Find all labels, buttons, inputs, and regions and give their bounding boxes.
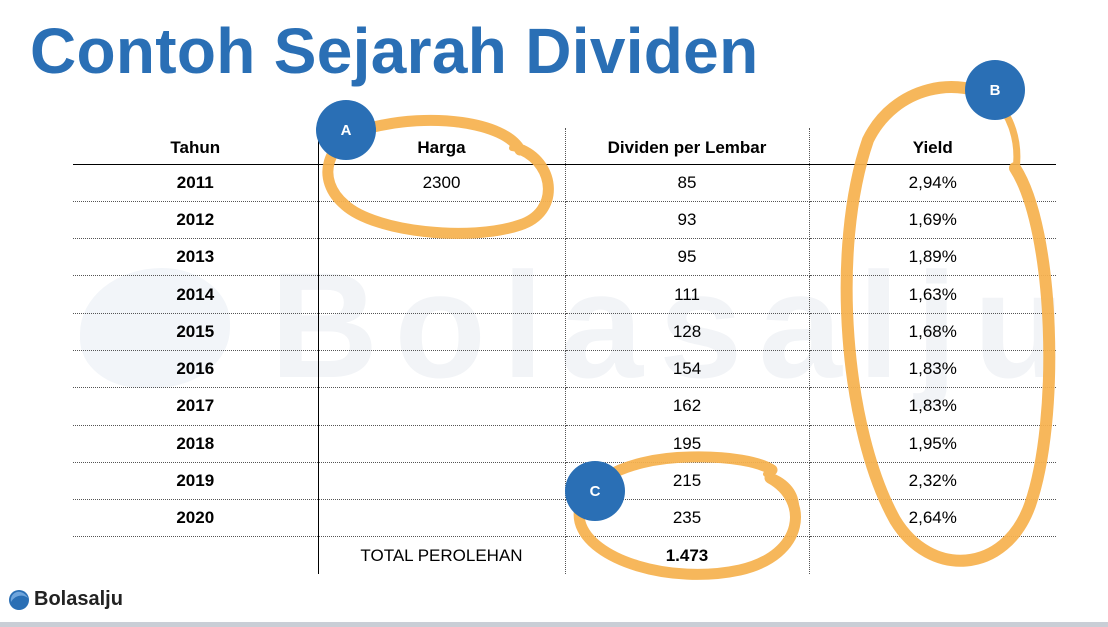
badge-b: B: [965, 60, 1025, 120]
year-cell: 2019: [73, 462, 319, 501]
yield-cell: 1,63%: [809, 275, 1056, 314]
year-cell: 2012: [73, 201, 319, 240]
price-cell: [318, 313, 566, 351]
header-dividend: Dividen per Lembar: [565, 128, 810, 165]
table-row: 2013 95 1,89%: [73, 238, 1056, 277]
total-label: TOTAL PEROLEHAN: [318, 536, 566, 574]
badge-c: C: [565, 461, 625, 521]
dividend-cell: 85: [565, 164, 810, 202]
table-row: 2018 195 1,95%: [73, 425, 1056, 463]
dividend-cell: 162: [565, 387, 810, 426]
badge-a: A: [316, 100, 376, 160]
dividend-cell: 93: [565, 201, 810, 240]
total-empty-cell: [809, 537, 1056, 574]
header-year: Tahun: [73, 128, 319, 165]
price-cell: [318, 275, 566, 314]
table-row: 2020 235 2,64%: [73, 499, 1056, 538]
year-cell: 2014: [73, 275, 319, 314]
table-row: 2017 162 1,83%: [73, 387, 1056, 426]
yield-cell: 2,94%: [809, 164, 1056, 202]
price-cell: [318, 425, 566, 463]
table-header-row: Tahun Harga Dividen per Lembar Yield: [73, 128, 1056, 165]
year-cell: 2017: [73, 387, 319, 426]
snowball-logo-icon: [9, 589, 29, 610]
price-cell: [318, 387, 566, 426]
logo-text: Bolasalju: [34, 588, 123, 610]
yield-cell: 1,95%: [809, 425, 1056, 463]
yield-cell: 1,83%: [809, 350, 1056, 389]
dividend-cell: 195: [565, 425, 810, 463]
footer-logo: Bolasalju: [8, 588, 123, 611]
footer-divider: [0, 622, 1108, 627]
year-cell: 2018: [73, 425, 319, 463]
year-cell: 2013: [73, 238, 319, 277]
table-row: 2014 111 1,63%: [73, 275, 1056, 314]
year-cell: 2011: [73, 164, 319, 202]
price-cell: 2300: [318, 164, 566, 202]
price-cell: [318, 201, 566, 240]
price-cell: [318, 350, 566, 389]
total-value: 1.473: [565, 536, 810, 574]
dividend-table: Tahun Harga Dividen per Lembar Yield 201…: [73, 128, 1056, 574]
total-empty-cell: [73, 536, 319, 574]
dividend-cell: 111: [565, 275, 810, 314]
page-title: Contoh Sejarah Dividen: [30, 15, 759, 87]
yield-cell: 2,64%: [809, 499, 1056, 538]
price-cell: [318, 238, 566, 277]
yield-cell: 1,69%: [809, 201, 1056, 240]
table-row: 2011 2300 85 2,94%: [73, 164, 1056, 202]
price-cell: [318, 462, 566, 501]
table-row: 2015 128 1,68%: [73, 313, 1056, 351]
table-row: 2012 93 1,69%: [73, 201, 1056, 240]
price-cell: [318, 499, 566, 538]
yield-cell: 1,89%: [809, 238, 1056, 277]
header-yield: Yield: [809, 128, 1056, 165]
dividend-cell: 95: [565, 238, 810, 277]
yield-cell: 2,32%: [809, 462, 1056, 501]
dividend-cell: 128: [565, 313, 810, 351]
table-row: 2016 154 1,83%: [73, 350, 1056, 389]
yield-cell: 1,83%: [809, 387, 1056, 426]
year-cell: 2016: [73, 350, 319, 389]
total-row: TOTAL PEROLEHAN 1.473: [73, 536, 1056, 574]
year-cell: 2015: [73, 313, 319, 351]
year-cell: 2020: [73, 499, 319, 538]
dividend-cell: 154: [565, 350, 810, 389]
yield-cell: 1,68%: [809, 313, 1056, 351]
